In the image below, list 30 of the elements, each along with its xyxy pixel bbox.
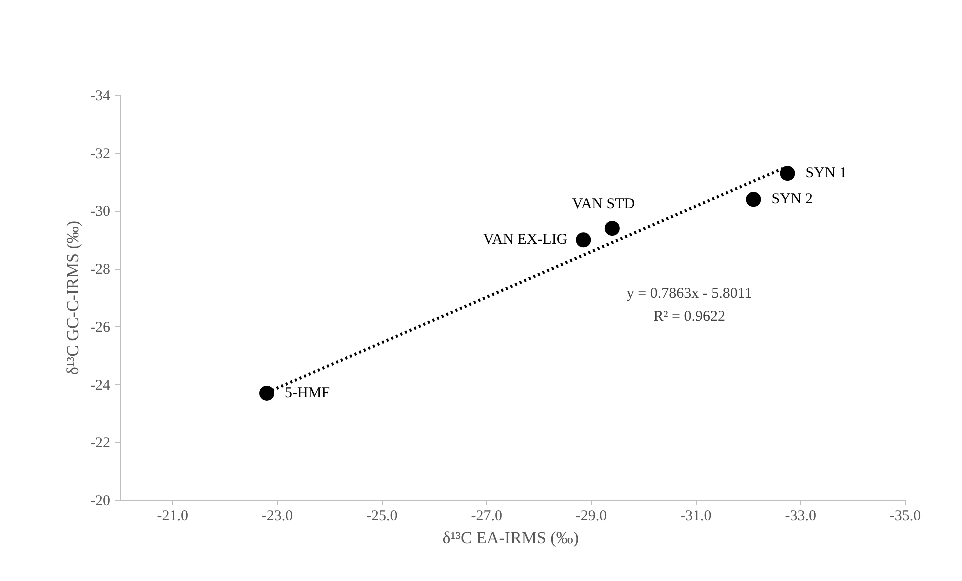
point	[746, 192, 762, 208]
y-tick-label: -24	[90, 378, 111, 394]
y-axis-title: δ¹³C GC-C-IRMS (‰)	[64, 220, 83, 376]
y-tick-label: -26	[90, 320, 111, 336]
x-tick-label: -29.0	[576, 508, 608, 524]
annotation: y = 0.7863x - 5.8011	[626, 286, 752, 302]
annotation: R² = 0.9622	[654, 309, 726, 326]
annotation: SYN 2	[772, 192, 813, 208]
annotation: VAN EX-LIG	[483, 232, 568, 248]
x-tick-label: -35.0	[890, 508, 922, 524]
point	[576, 232, 592, 248]
x-axis-title: δ¹³C EA-IRMS (‰)	[442, 528, 580, 548]
annotation: SYN 1	[806, 166, 848, 182]
x-tick-label: -31.0	[680, 508, 712, 524]
y-tick-label: -20	[90, 494, 111, 510]
annotation: VAN STD	[572, 196, 636, 213]
annotation: 5-HMF	[285, 385, 330, 402]
y-tick-label: -22	[90, 436, 111, 452]
x-tick-label: -27.0	[471, 508, 502, 524]
point	[780, 166, 796, 182]
x-tick-label: -33.0	[785, 508, 816, 524]
point	[260, 386, 275, 401]
y-tick-label: -28	[90, 262, 111, 278]
point	[604, 221, 620, 236]
y-tick-label: -32	[90, 146, 111, 162]
x-tick-label: -25.0	[366, 508, 398, 524]
y-tick-label: -34	[90, 88, 111, 104]
x-tick-label: -21.0	[157, 508, 188, 524]
y-tick-label: -30	[90, 204, 111, 220]
x-tick-label: -23.0	[262, 508, 294, 524]
